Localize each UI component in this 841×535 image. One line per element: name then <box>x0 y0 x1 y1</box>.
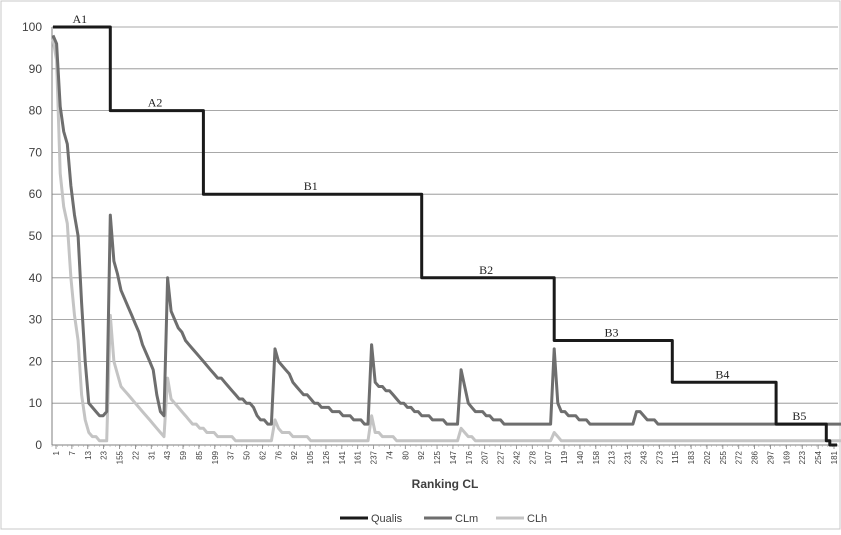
series-line-clh <box>51 39 841 443</box>
x-tick-label: 1 <box>52 450 61 455</box>
y-tick-label: 40 <box>29 271 43 285</box>
x-tick-label: 107 <box>544 450 553 464</box>
x-tick-label: 223 <box>798 450 807 464</box>
y-tick-label: 10 <box>29 396 43 410</box>
y-tick-label: 80 <box>29 104 43 118</box>
x-tick-label: 119 <box>560 450 569 463</box>
x-tick-label: 231 <box>624 450 633 464</box>
segment-label: B5 <box>792 409 806 423</box>
x-tick-label: 140 <box>576 450 585 464</box>
x-tick-label: 207 <box>481 450 490 464</box>
x-tick-label: 37 <box>227 450 236 459</box>
x-tick-label: 272 <box>735 450 744 464</box>
series-lines <box>51 25 841 447</box>
x-tick-label: 105 <box>306 450 315 464</box>
x-tick-label: 126 <box>322 450 331 464</box>
segment-labels: A1 A2 B1 B2 B3 B4 B5 <box>73 12 807 423</box>
x-tick-label: 7 <box>68 450 77 455</box>
gridlines <box>51 26 838 446</box>
x-tick-label: 43 <box>163 450 172 459</box>
series-line-qualis <box>53 25 837 447</box>
x-tick-label: 273 <box>655 450 664 464</box>
y-tick-label: 70 <box>29 145 43 159</box>
x-tick-label: 125 <box>433 450 442 464</box>
x-axis-ticks: 1 7 13 23 155 22 31 43 59 85 199 37 50 62 76 92 105 126 14… <box>51 445 839 464</box>
x-tick-label: 176 <box>465 450 474 464</box>
x-tick-label: 59 <box>179 450 188 459</box>
x-tick-label: 255 <box>719 450 728 464</box>
x-tick-label: 254 <box>814 450 823 464</box>
x-tick-label: 92 <box>417 450 426 459</box>
y-axis-ticks: 0 10 20 30 40 50 60 70 80 90 100 <box>22 20 42 452</box>
x-tick-label: 141 <box>338 450 347 464</box>
x-tick-label: 85 <box>195 450 204 459</box>
segment-label: A1 <box>73 12 88 26</box>
x-tick-label: 237 <box>370 450 379 464</box>
x-tick-label: 278 <box>528 450 537 464</box>
x-tick-label: 181 <box>830 450 839 464</box>
x-tick-label: 147 <box>449 450 458 464</box>
x-tick-label: 92 <box>290 450 299 459</box>
legend-label-qualis: Qualis <box>371 513 403 525</box>
legend: Qualis CLm CLh <box>340 513 547 525</box>
x-tick-label: 62 <box>258 450 267 459</box>
x-tick-label: 115 <box>671 450 680 463</box>
y-tick-label: 60 <box>29 187 43 201</box>
x-tick-label: 169 <box>782 450 791 464</box>
legend-label-clm: CLm <box>455 513 478 525</box>
y-tick-label: 50 <box>29 229 43 243</box>
x-tick-label: 227 <box>497 450 506 464</box>
segment-label: B1 <box>304 179 318 193</box>
y-tick-label: 0 <box>35 438 42 452</box>
x-tick-label: 155 <box>116 450 125 464</box>
x-tick-label: 158 <box>592 450 601 464</box>
x-tick-label: 22 <box>131 450 140 459</box>
x-tick-label: 199 <box>211 450 220 464</box>
x-tick-label: 242 <box>512 450 521 464</box>
x-tick-label: 297 <box>766 450 775 464</box>
x-tick-label: 74 <box>385 450 394 459</box>
x-tick-label: 286 <box>751 450 760 464</box>
x-tick-label: 183 <box>687 450 696 464</box>
x-tick-label: 202 <box>703 450 712 464</box>
x-tick-label: 243 <box>639 450 648 464</box>
segment-label: B3 <box>604 326 618 340</box>
x-tick-label: 13 <box>84 450 93 459</box>
x-tick-label: 76 <box>274 450 283 459</box>
y-tick-label: 20 <box>29 354 43 368</box>
x-tick-label: 213 <box>608 450 617 464</box>
y-tick-label: 100 <box>22 20 42 34</box>
y-tick-label: 90 <box>29 62 43 76</box>
segment-label: A2 <box>148 96 163 110</box>
legend-label-clh: CLh <box>527 513 547 525</box>
x-tick-label: 50 <box>243 450 252 459</box>
series-line-clm <box>51 34 841 426</box>
segment-label: B2 <box>479 263 493 277</box>
segment-label: B4 <box>715 367 729 381</box>
x-tick-label: 23 <box>100 450 109 459</box>
y-tick-label: 30 <box>29 313 43 327</box>
x-axis-title: Ranking CL <box>412 477 479 491</box>
x-tick-label: 31 <box>147 450 156 459</box>
x-tick-label: 161 <box>354 450 363 464</box>
x-tick-label: 80 <box>401 450 410 459</box>
